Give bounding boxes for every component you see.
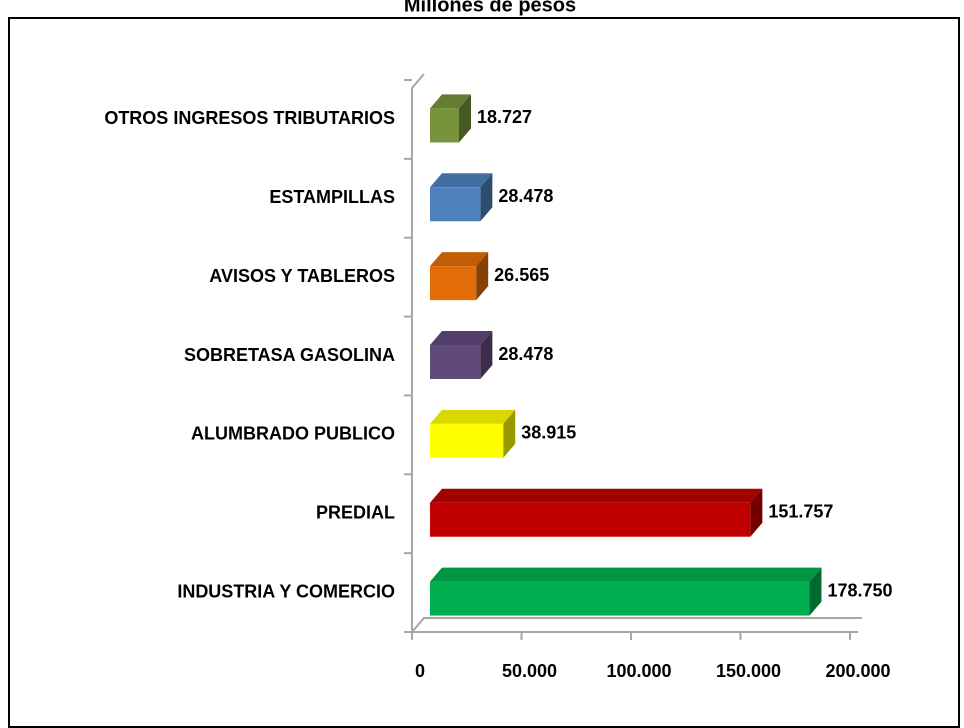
category-label: INDUSTRIA Y COMERCIO xyxy=(177,581,395,601)
value-label: 178.750 xyxy=(827,580,892,600)
bar-side xyxy=(480,173,493,222)
bar-top xyxy=(430,252,489,267)
bar-top xyxy=(430,409,516,424)
bar xyxy=(430,108,460,143)
bar-top xyxy=(430,488,763,503)
bar-side xyxy=(476,252,489,301)
category-label: AVISOS Y TABLEROS xyxy=(209,266,395,286)
chart-title: Millones de pesos xyxy=(404,0,576,16)
x-tick-label: 150.000 xyxy=(716,661,781,681)
category-label: SOBRETASA GASOLINA xyxy=(184,345,395,365)
category-label: ALUMBRADO PUBLICO xyxy=(191,424,395,444)
category-label: OTROS INGRESOS TRIBUTARIOS xyxy=(104,108,395,128)
bar xyxy=(430,345,481,379)
value-label: 38.915 xyxy=(521,423,576,443)
bar-side xyxy=(809,567,822,616)
category-label: PREDIAL xyxy=(316,502,395,522)
bar-side xyxy=(750,488,763,537)
value-label: 28.478 xyxy=(498,186,553,206)
bar-top xyxy=(430,173,493,188)
value-label: 28.478 xyxy=(498,344,553,364)
bar xyxy=(430,187,481,222)
bar xyxy=(430,581,810,616)
bar xyxy=(430,502,751,537)
category-label: ESTAMPILLAS xyxy=(269,187,395,207)
value-label: 26.565 xyxy=(494,265,549,285)
value-label: 151.757 xyxy=(768,501,833,521)
title-band xyxy=(0,0,964,17)
wall-edge xyxy=(411,73,425,632)
bar-side xyxy=(503,409,516,458)
bar-side xyxy=(459,94,472,143)
bar-top xyxy=(430,331,493,345)
x-tick-label: 100.000 xyxy=(606,661,671,681)
floor-back xyxy=(411,617,862,633)
bar-top xyxy=(430,94,472,109)
bar xyxy=(430,266,477,301)
x-tick-label: 200.000 xyxy=(825,661,890,681)
x-tick-label: 0 xyxy=(415,661,425,681)
bar-side xyxy=(480,331,493,379)
value-label: 18.727 xyxy=(477,107,532,127)
x-tick-label: 50.000 xyxy=(502,661,557,681)
wall xyxy=(411,73,862,633)
bar-top xyxy=(430,567,822,582)
bar xyxy=(430,423,504,458)
